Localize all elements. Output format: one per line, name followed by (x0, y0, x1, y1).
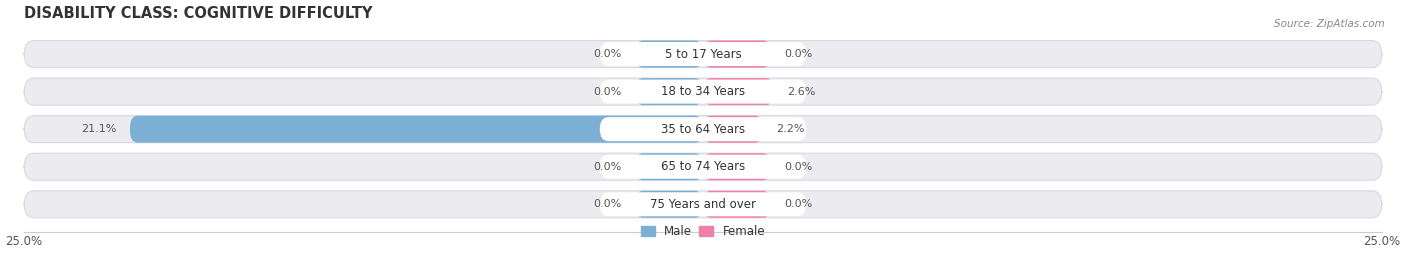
Text: 0.0%: 0.0% (593, 199, 621, 209)
FancyBboxPatch shape (703, 116, 762, 143)
Text: 0.0%: 0.0% (785, 162, 813, 172)
FancyBboxPatch shape (600, 117, 806, 141)
FancyBboxPatch shape (703, 153, 770, 180)
FancyBboxPatch shape (636, 78, 703, 105)
Text: Source: ZipAtlas.com: Source: ZipAtlas.com (1274, 19, 1385, 29)
FancyBboxPatch shape (600, 42, 806, 66)
FancyBboxPatch shape (24, 191, 1382, 218)
FancyBboxPatch shape (703, 78, 773, 105)
FancyBboxPatch shape (24, 40, 1382, 68)
FancyBboxPatch shape (703, 191, 770, 218)
FancyBboxPatch shape (636, 40, 703, 68)
FancyBboxPatch shape (24, 116, 1382, 143)
Text: 2.2%: 2.2% (776, 124, 804, 134)
Text: 2.6%: 2.6% (787, 87, 815, 97)
FancyBboxPatch shape (703, 40, 770, 68)
Text: 0.0%: 0.0% (593, 87, 621, 97)
Text: 65 to 74 Years: 65 to 74 Years (661, 160, 745, 173)
FancyBboxPatch shape (24, 78, 1382, 105)
Text: 21.1%: 21.1% (82, 124, 117, 134)
FancyBboxPatch shape (636, 153, 703, 180)
FancyBboxPatch shape (129, 116, 703, 143)
Text: 5 to 17 Years: 5 to 17 Years (665, 48, 741, 60)
Text: DISABILITY CLASS: COGNITIVE DIFFICULTY: DISABILITY CLASS: COGNITIVE DIFFICULTY (24, 6, 373, 21)
FancyBboxPatch shape (600, 192, 806, 216)
Text: 0.0%: 0.0% (593, 49, 621, 59)
FancyBboxPatch shape (636, 191, 703, 218)
FancyBboxPatch shape (24, 153, 1382, 180)
Text: 0.0%: 0.0% (593, 162, 621, 172)
FancyBboxPatch shape (600, 80, 806, 104)
Text: 18 to 34 Years: 18 to 34 Years (661, 85, 745, 98)
Text: 75 Years and over: 75 Years and over (650, 198, 756, 211)
Text: 0.0%: 0.0% (785, 49, 813, 59)
Text: 35 to 64 Years: 35 to 64 Years (661, 123, 745, 136)
Legend: Male, Female: Male, Female (636, 221, 770, 243)
FancyBboxPatch shape (600, 155, 806, 179)
Text: 0.0%: 0.0% (785, 199, 813, 209)
